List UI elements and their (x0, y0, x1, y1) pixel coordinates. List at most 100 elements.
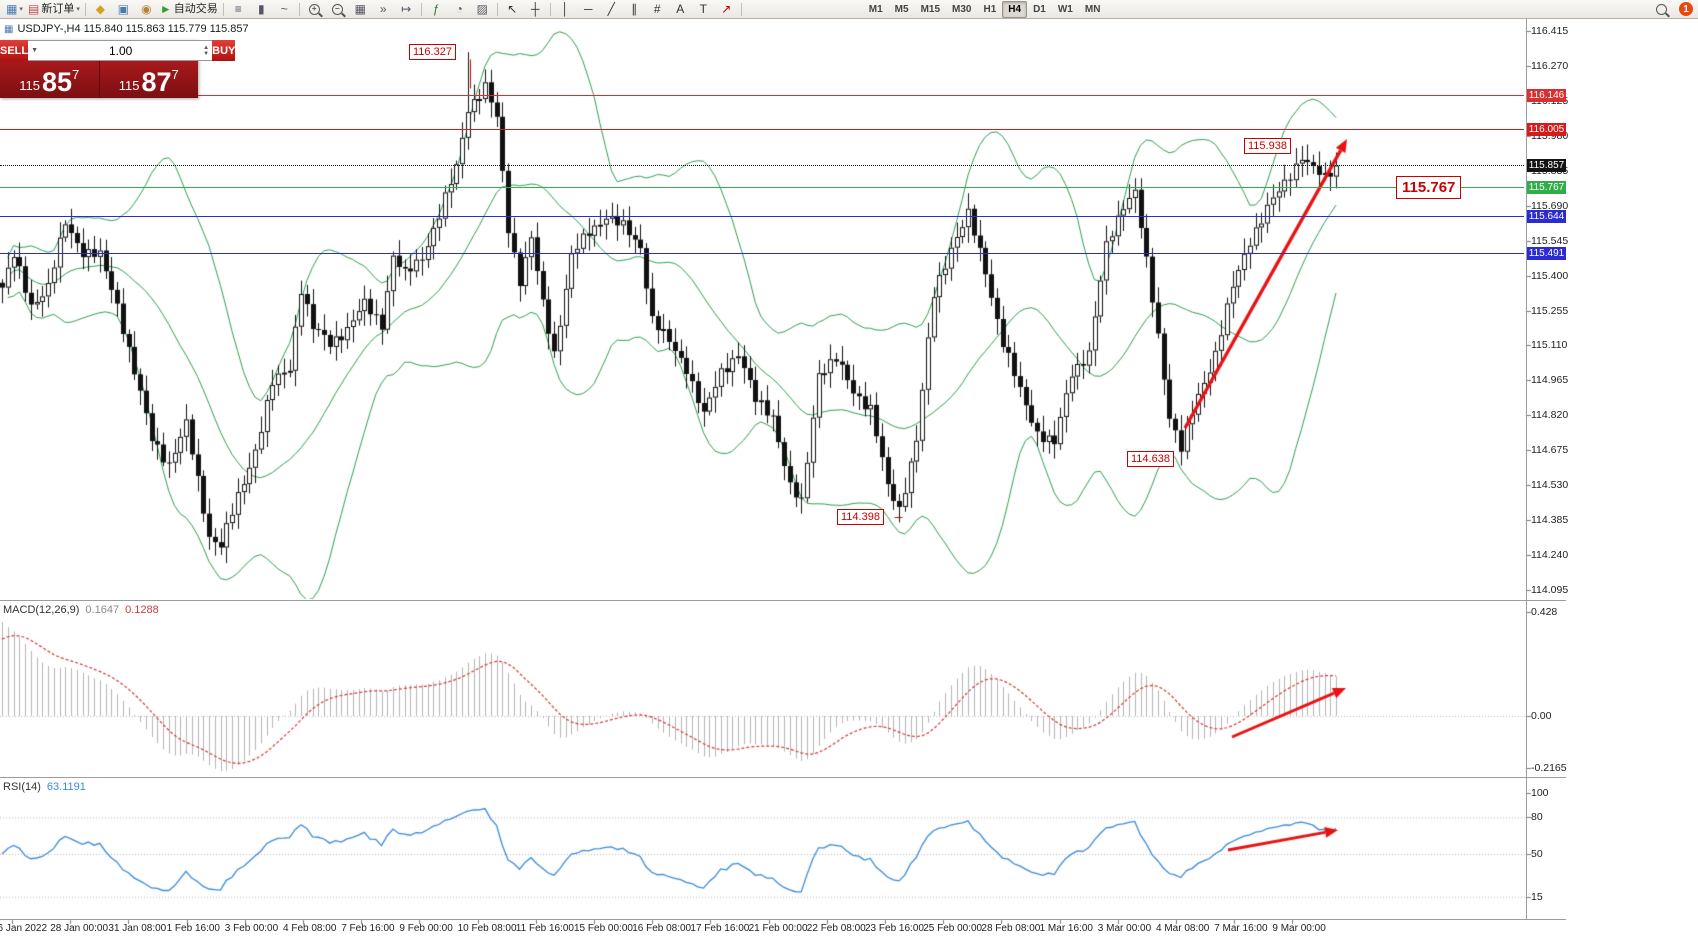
time-axis-label: 3 Feb 00:00 (224, 923, 279, 934)
support-line-115491[interactable] (0, 253, 1524, 255)
periods-icon[interactable]: ◔ (448, 1, 471, 18)
buy-button[interactable]: BUY (212, 40, 236, 61)
chart-ohlc-header: ▦ USDJPY-,H4 115.840 115.863 115.779 115… (4, 23, 249, 35)
resistance-line-116005-badge: 116.005 (1527, 123, 1566, 137)
tile-windows-icon[interactable]: ▦ (349, 1, 372, 18)
pane-separator[interactable] (0, 777, 1566, 778)
navigator-icon[interactable]: ◉ (135, 1, 158, 18)
macd-indicator-label: MACD(12,26,9) 0.1647 0.1288 (3, 604, 159, 616)
crosshair-icon[interactable]: ┼ (524, 1, 547, 18)
bar-chart-mode-icon[interactable]: ≡ (227, 1, 250, 18)
support-line-115767[interactable] (0, 186, 1524, 188)
bid-prefix: 115 (19, 78, 40, 93)
price-axis[interactable] (1526, 19, 1566, 919)
macd-axis-label: 0.428 (1531, 606, 1558, 619)
timeframe-m15[interactable]: M15 (920, 3, 941, 15)
notification-badge[interactable]: 1 (1679, 2, 1693, 16)
price-annotation[interactable]: 115.938 (1244, 138, 1291, 154)
main-toolbar: ▦ ▾ ▤ 新订单 ▾ ◆ ▣ ◉ ► 自动交易 ≡ ▮ ~ + − ▦» ↦ ƒ ◔ ▨ ↖ ┼ │ ─ ╱ ∥ # A T ↗ M1 M… (0, 0, 1698, 19)
timeframe-m1[interactable]: M1 (868, 3, 883, 15)
timeframe-d1[interactable]: D1 (1033, 3, 1046, 15)
auto-scroll-icon[interactable]: » (372, 1, 395, 18)
data-window-icon[interactable]: ▣ (112, 1, 135, 18)
price-annotation[interactable]: 114.638 (1127, 451, 1174, 467)
time-axis-label: 1 Mar 16:00 (1039, 923, 1093, 934)
vertical-line-icon[interactable]: │ (554, 1, 577, 18)
price-annotation[interactable]: 115.767 (1396, 176, 1462, 199)
timeframe-h1[interactable]: H1 (983, 3, 997, 15)
toolbar-separator (298, 2, 300, 16)
text-icon[interactable]: A (669, 1, 692, 18)
time-axis-label: 4 Mar 08:00 (1156, 923, 1210, 934)
bid-big-digits: 85 (41, 67, 73, 98)
price-axis-label: 115.690 (1531, 199, 1569, 212)
templates-icon[interactable]: ▨ (471, 1, 494, 18)
horizontal-line-icon-glyph: ─ (583, 2, 593, 16)
crosshair-icon-glyph: ┼ (530, 2, 540, 16)
bid-price-display[interactable]: 115 85 7 (0, 61, 99, 98)
new-order-button[interactable]: ▤ 新订单 ▾ (26, 1, 82, 18)
fibonacci-icon[interactable]: # (646, 1, 669, 18)
autotrading-button[interactable]: ► 自动交易 (158, 1, 220, 18)
trade-button-row: SELL ▼ ▲ ▼ BUY (0, 40, 236, 61)
price-axis-label: 116.270 (1531, 59, 1569, 72)
time-axis-label: 9 Mar 00:00 (1272, 923, 1326, 934)
resistance-line-116146[interactable] (0, 95, 1524, 97)
ask-price-display[interactable]: 115 87 7 (99, 61, 198, 98)
cursor-icon[interactable]: ↖ (501, 1, 524, 18)
timeframe-mn[interactable]: MN (1084, 3, 1101, 15)
volume-spinner[interactable]: ▲ ▼ (200, 45, 212, 57)
text-label-icon[interactable]: T (692, 1, 715, 18)
text-label-icon-glyph: T (699, 2, 707, 16)
arrows-tool-icon[interactable]: ↗ (715, 1, 738, 18)
new-order-button-label: 新订单 (41, 2, 75, 15)
time-axis-label: 3 Mar 00:00 (1097, 923, 1152, 934)
price-annotation[interactable]: 114.398 (837, 509, 884, 525)
current-price-line-badge: 115.857 (1527, 158, 1566, 172)
cursor-icon-glyph: ↖ (507, 2, 518, 16)
support-line-115644[interactable] (0, 216, 1524, 218)
timeframe-m5[interactable]: M5 (894, 3, 909, 15)
price-annotation[interactable]: 116.327 (409, 44, 456, 60)
price-axis-label: 114.385 (1531, 514, 1569, 527)
chart-shift-icon[interactable]: ↦ (395, 1, 418, 18)
new-chart-button[interactable]: ▦ ▾ (3, 1, 26, 18)
horizontal-line-icon[interactable]: ─ (577, 1, 600, 18)
timeframe-m30[interactable]: M30 (952, 3, 972, 15)
sell-button[interactable]: SELL (0, 40, 29, 61)
toolbar-right-group: 1 (1650, 1, 1695, 18)
candlestick-mode-icon[interactable]: ▮ (250, 1, 273, 18)
resistance-line-116005[interactable] (0, 129, 1524, 131)
search-button[interactable] (1650, 1, 1673, 18)
ohlc-text: USDJPY-,H4 115.840 115.863 115.779 115.8… (17, 23, 249, 35)
trade-price-row: 115 85 7 115 87 7 (0, 61, 198, 98)
current-price-line[interactable] (0, 164, 1524, 166)
line-chart-mode-icon[interactable]: ~ (273, 1, 296, 18)
pane-separator[interactable] (0, 600, 1566, 601)
time-axis-label: 7 Feb 16:00 (341, 923, 395, 934)
volume-input[interactable] (41, 42, 201, 59)
candlestick-mode-icon-glyph: ▮ (257, 2, 265, 16)
timeframe-w1[interactable]: W1 (1057, 3, 1073, 15)
spinner-down-icon[interactable]: ▼ (203, 50, 210, 57)
indicators-icon[interactable]: ƒ (425, 1, 448, 18)
spinner-up-icon[interactable]: ▲ (203, 44, 210, 51)
magnifier-icon: − (331, 3, 343, 15)
macd-name: MACD(12,26,9) (3, 604, 80, 616)
ask-pip-digit: 7 (171, 67, 179, 82)
bid-pip-digit: 7 (72, 67, 80, 82)
rsi-axis-label: 80 (1531, 811, 1543, 824)
zoom-out-icon[interactable]: − (326, 1, 349, 18)
macd-axis-label: -0.2165 (1531, 762, 1567, 775)
zoom-in-icon[interactable]: + (303, 1, 326, 18)
equidistant-channel-icon[interactable]: ∥ (623, 1, 646, 18)
timeframe-h4[interactable]: H4 (1002, 0, 1028, 18)
price-axis-label: 114.530 (1531, 479, 1569, 492)
marketwatch-icon[interactable]: ◆ (89, 1, 112, 18)
one-click-trade-panel: SELL ▼ ▲ ▼ BUY 115 85 7 115 87 7 (0, 40, 236, 98)
volume-dropdown-icon[interactable]: ▼ (31, 47, 39, 54)
ask-prefix: 115 (118, 78, 140, 93)
trendline-icon[interactable]: ╱ (600, 1, 623, 18)
